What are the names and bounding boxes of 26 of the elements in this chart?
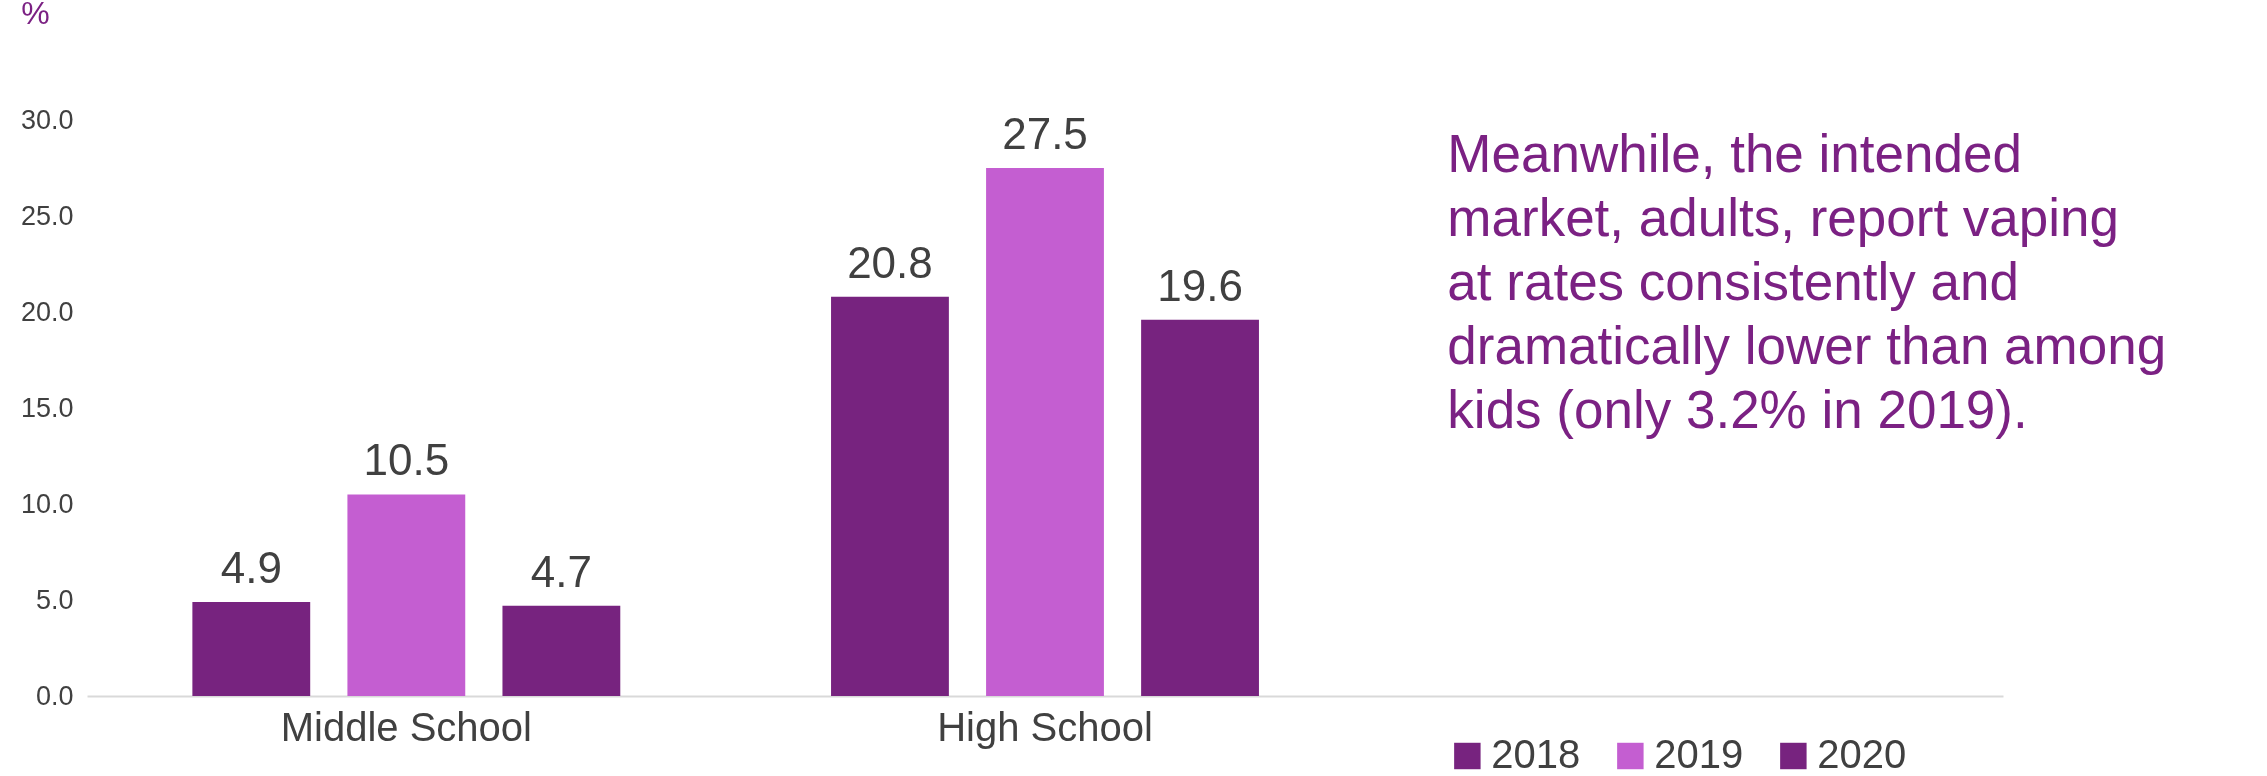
data-label: 4.7	[530, 546, 592, 596]
annotation: Meanwhile, the intended market, adults, report vaping at rates consistently and dramatically lower than among kids (only 3.2% in 2019).	[1447, 124, 2167, 439]
legend-label: 2018	[1491, 732, 1581, 776]
y-tick-label: 20.0	[20, 296, 74, 327]
x-tick-label: High School	[937, 704, 1153, 749]
bar	[192, 601, 311, 696]
data-label: 10.5	[363, 435, 450, 485]
data-label: 19.6	[1157, 260, 1243, 310]
bar	[831, 296, 949, 696]
bar	[502, 605, 621, 696]
data-label: 27.5	[1002, 109, 1088, 158]
y-tick-label: 15.0	[20, 392, 74, 423]
legend-label: 2020	[1817, 732, 1907, 776]
data-label: 20.8	[847, 237, 933, 287]
y-tick-label: 0.0	[35, 680, 74, 711]
bar	[986, 168, 1104, 696]
x-tick-label: Middle School	[280, 704, 532, 749]
legend-label: 2019	[1654, 732, 1744, 776]
y-tick-label: 30.0	[20, 104, 74, 135]
y-axis-title: %	[21, 0, 50, 31]
bar	[347, 494, 466, 696]
bar	[1141, 319, 1259, 696]
y-tick-label: 10.0	[20, 488, 74, 519]
data-label: 4.9	[220, 542, 282, 592]
y-tick-label: 25.0	[20, 200, 74, 231]
y-tick-label: 5.0	[35, 584, 74, 615]
